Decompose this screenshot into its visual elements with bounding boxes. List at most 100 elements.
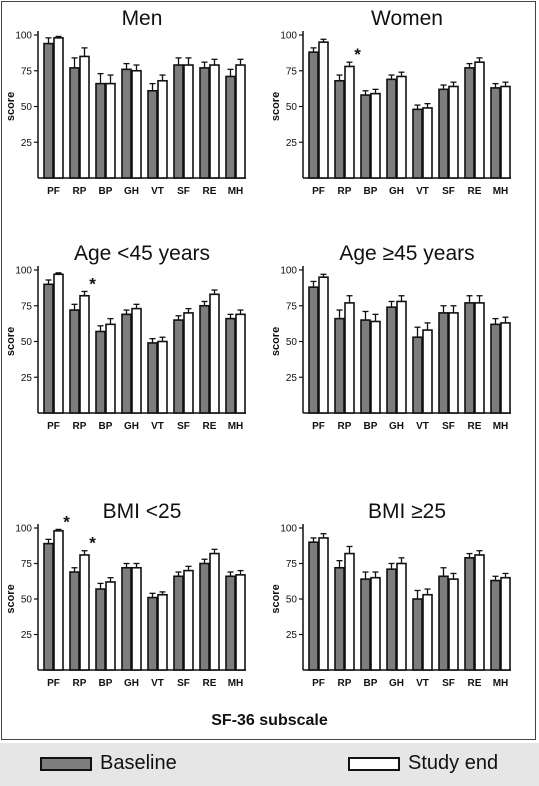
x-tick-label: SF <box>442 186 455 197</box>
bar-study-end <box>105 82 116 179</box>
bar-study-end <box>105 323 116 414</box>
bar-baseline <box>69 571 80 671</box>
x-tick-label: RE <box>203 186 217 197</box>
x-tick-label: BP <box>99 678 113 689</box>
bar-baseline <box>199 304 210 414</box>
y-tick-label: 25 <box>21 138 33 149</box>
bar-study-end <box>157 593 168 671</box>
y-tick-label: 25 <box>21 373 33 384</box>
x-tick-label: MH <box>493 678 509 689</box>
x-tick-label: GH <box>124 186 139 197</box>
x-tick-label: GH <box>389 678 404 689</box>
bar-study-end <box>53 530 64 671</box>
x-tick-label: MH <box>228 186 244 197</box>
bar-study-end <box>344 65 355 179</box>
x-tick-label: GH <box>389 186 404 197</box>
x-tick-label: PF <box>47 186 60 197</box>
bar-baseline <box>490 323 501 414</box>
bar-study-end <box>235 64 246 179</box>
y-tick-label: 50 <box>286 102 298 113</box>
chart-title: Age <45 years <box>74 242 210 265</box>
bar-baseline <box>412 336 423 414</box>
bar-baseline <box>360 578 371 671</box>
x-tick-label: GH <box>124 678 139 689</box>
bar-study-end <box>318 537 329 671</box>
y-tick-label: 25 <box>286 138 298 149</box>
x-tick-label: SF <box>177 421 190 432</box>
x-tick-label: BP <box>364 678 378 689</box>
bar-study-end <box>79 294 90 414</box>
y-tick-label: 100 <box>280 266 297 277</box>
x-tick-label: PF <box>47 678 60 689</box>
chart-title: Men <box>122 7 163 30</box>
x-tick-label: VT <box>416 421 429 432</box>
bar-baseline <box>386 78 397 179</box>
bar-study-end <box>396 300 407 414</box>
bar-study-end <box>500 85 511 179</box>
x-tick-label: PF <box>312 678 325 689</box>
bar-baseline <box>490 579 501 671</box>
y-axis-label: score <box>270 584 282 613</box>
y-tick-label: 50 <box>21 102 33 113</box>
bar-baseline <box>199 67 210 179</box>
bar-study-end <box>344 552 355 671</box>
x-tick-label: RP <box>338 186 352 197</box>
x-tick-label: RE <box>203 421 217 432</box>
bar-study-end <box>474 302 485 414</box>
bar-study-end <box>183 64 194 179</box>
x-tick-label: BP <box>364 421 378 432</box>
x-tick-label: BP <box>99 421 113 432</box>
y-tick-label: 50 <box>21 337 33 348</box>
y-tick-label: 50 <box>286 595 298 606</box>
bar-baseline <box>147 342 158 414</box>
bar-baseline <box>438 575 449 671</box>
bar-baseline <box>121 68 132 179</box>
bar-study-end <box>53 273 64 414</box>
y-axis-label: score <box>5 92 17 121</box>
bar-study-end <box>79 55 90 179</box>
bar-study-end <box>105 581 116 671</box>
bar-baseline <box>43 542 54 671</box>
bar-baseline <box>438 88 449 179</box>
x-tick-label: VT <box>416 186 429 197</box>
bar-baseline <box>464 557 475 671</box>
bar-baseline <box>464 67 475 179</box>
bar-study-end <box>396 562 407 671</box>
x-tick-label: GH <box>389 421 404 432</box>
x-tick-label: VT <box>416 678 429 689</box>
bar-baseline <box>173 64 184 179</box>
legend: Baseline Study end <box>0 743 539 786</box>
bar-baseline <box>334 566 345 671</box>
bar-study-end <box>131 69 142 179</box>
x-tick-label: SF <box>442 421 455 432</box>
x-tick-label: MH <box>228 421 244 432</box>
y-tick-label: 75 <box>286 559 298 570</box>
bar-study-end <box>209 64 220 179</box>
bar-study-end <box>209 293 220 414</box>
bar-study-end <box>53 37 64 179</box>
y-tick-label: 75 <box>286 301 298 312</box>
x-tick-label: RP <box>73 421 87 432</box>
bar-study-end <box>183 312 194 414</box>
y-tick-label: 50 <box>21 595 33 606</box>
y-tick-label: 100 <box>280 524 297 535</box>
bar-study-end <box>448 312 459 414</box>
bar-study-end <box>448 578 459 671</box>
significance-marker: * <box>63 512 70 531</box>
bar-baseline <box>490 87 501 179</box>
x-tick-label: PF <box>312 421 325 432</box>
y-axis-label: score <box>5 327 17 356</box>
bar-study-end <box>500 322 511 414</box>
y-tick-label: 50 <box>286 337 298 348</box>
bar-baseline <box>334 317 345 414</box>
bar-study-end <box>318 41 329 179</box>
significance-marker: * <box>354 45 361 64</box>
bar-study-end <box>448 85 459 179</box>
bar-study-end <box>235 313 246 414</box>
x-tick-label: BP <box>99 186 113 197</box>
bar-study-end <box>131 566 142 671</box>
significance-marker: * <box>89 274 96 293</box>
x-tick-label: MH <box>493 186 509 197</box>
charts-svg: Men score 25 50 75 100 PF RP BP GH VT SF RE MH Women sc… <box>5 7 511 689</box>
bar-baseline <box>412 108 423 179</box>
